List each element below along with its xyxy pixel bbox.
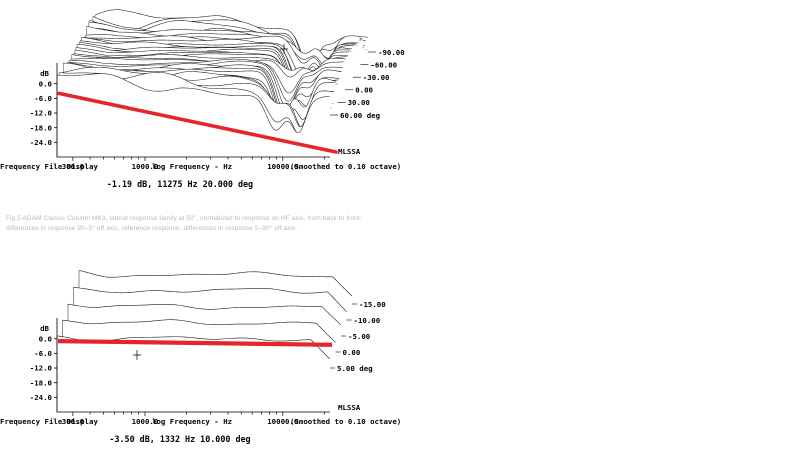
svg-text:5.00 deg: 5.00 deg xyxy=(337,364,373,373)
svg-text:log Frequency - Hz: log Frequency - Hz xyxy=(152,162,232,171)
svg-text:-10.00: -10.00 xyxy=(354,316,381,325)
svg-text:-15.00: -15.00 xyxy=(359,300,386,309)
svg-text:dB: dB xyxy=(40,69,49,78)
svg-text:60.00 deg: 60.00 deg xyxy=(340,111,380,120)
svg-text:(Smoothed to 0.10 octave): (Smoothed to 0.10 octave) xyxy=(290,162,401,171)
svg-text:MLSSA: MLSSA xyxy=(338,147,361,156)
svg-text:0.00: 0.00 xyxy=(343,348,361,357)
svg-text:-6.0: -6.0 xyxy=(34,349,52,358)
svg-text:300.0: 300.0 xyxy=(62,417,84,426)
svg-text:300.0: 300.0 xyxy=(62,162,84,171)
svg-text:(Smoothed to 0.10 octave): (Smoothed to 0.10 octave) xyxy=(290,417,401,426)
waterfall-plot-bottom: -15.00 -10.00 -5.00 0.00 5.00 deg MLSSA 0.0 -6.… xyxy=(0,250,460,455)
svg-text:0.0: 0.0 xyxy=(39,334,52,343)
svg-text:-5.00: -5.00 xyxy=(348,332,370,341)
svg-text:-18.0: -18.0 xyxy=(30,123,52,132)
svg-text:Frequency File Display: Frequency File Display xyxy=(0,162,98,171)
svg-text:-24.0: -24.0 xyxy=(30,393,52,402)
svg-text:1000.0: 1000.0 xyxy=(132,417,159,426)
waterfall-plot-top: -90.00 -60.00 -30.00 0.00 30.00 60.00 deg MLSS… xyxy=(0,0,460,200)
svg-text:MLSSA: MLSSA xyxy=(338,403,361,412)
svg-text:0.0: 0.0 xyxy=(39,79,52,88)
svg-text:Frequency File Display: Frequency File Display xyxy=(0,417,98,426)
svg-text:-1.19 dB, 11275 Hz 20.000 deg: -1.19 dB, 11275 Hz 20.000 deg xyxy=(107,179,253,189)
svg-text:-90.00: -90.00 xyxy=(378,48,405,57)
svg-text:-18.0: -18.0 xyxy=(30,378,52,387)
svg-text:-60.00: -60.00 xyxy=(370,60,397,69)
figure-caption: Fig.5 ADAM Classic Column MK3, lateral r… xyxy=(6,214,476,234)
svg-text:1000.0: 1000.0 xyxy=(132,162,159,171)
svg-text:30.00: 30.00 xyxy=(348,98,370,107)
waterfall-svg-top: -90.00 -60.00 -30.00 0.00 30.00 60.00 deg MLSS… xyxy=(0,9,405,189)
caption-line-1: Fig.5 ADAM Classic Column MK3, lateral r… xyxy=(6,215,362,222)
svg-text:0.00: 0.00 xyxy=(355,86,373,95)
svg-text:dB: dB xyxy=(40,324,49,333)
svg-text:10000.0: 10000.0 xyxy=(267,162,298,171)
svg-text:10000.0: 10000.0 xyxy=(267,417,298,426)
svg-text:log Frequency - Hz: log Frequency - Hz xyxy=(152,417,232,426)
svg-text:-30.00: -30.00 xyxy=(363,73,390,82)
caption-line-2: differences in response 90–5° off axis, … xyxy=(6,225,298,232)
svg-text:-3.50 dB, 1332 Hz 10.000 deg: -3.50 dB, 1332 Hz 10.000 deg xyxy=(109,434,250,444)
svg-text:-12.0: -12.0 xyxy=(30,364,52,373)
svg-text:-12.0: -12.0 xyxy=(30,109,52,118)
waterfall-svg-bottom: -15.00 -10.00 -5.00 0.00 5.00 deg MLSSA 0.0 -6.… xyxy=(0,270,401,444)
svg-text:-24.0: -24.0 xyxy=(30,138,52,147)
svg-text:-6.0: -6.0 xyxy=(34,94,52,103)
